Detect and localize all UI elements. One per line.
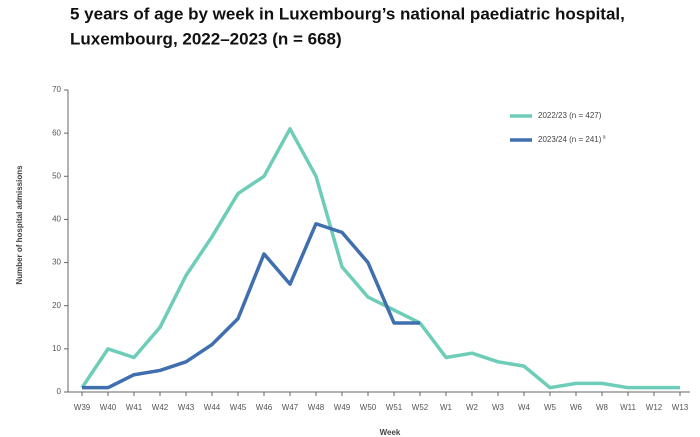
y-tick-label: 60 (52, 128, 61, 137)
y-tick-label: 70 (52, 85, 61, 94)
y-axis-label: Number of hospital admissions (15, 165, 24, 285)
legend-footnote: a (603, 134, 606, 140)
x-tick-label: W50 (360, 403, 377, 412)
x-tick-label: W8 (596, 403, 609, 412)
x-tick-label: W40 (100, 403, 117, 412)
x-tick-label: W11 (620, 403, 636, 412)
y-tick-label: 10 (52, 344, 61, 353)
x-tick-label: W49 (334, 403, 351, 412)
chart-title: 5 years of age by week in Luxembourg’s n… (70, 4, 625, 23)
x-tick-label: W3 (492, 403, 505, 412)
x-tick-label: W51 (386, 403, 403, 412)
x-tick-label: W12 (646, 403, 663, 412)
x-tick-label: W6 (570, 403, 583, 412)
x-axis-label: Week (380, 428, 401, 437)
x-tick-label: W47 (282, 403, 299, 412)
x-tick-label: W39 (74, 403, 91, 412)
x-tick-label: W4 (518, 403, 531, 412)
x-tick-label: W48 (308, 403, 325, 412)
x-tick-label: W5 (544, 403, 557, 412)
x-tick-label: W1 (440, 403, 453, 412)
y-tick-label: 30 (52, 258, 61, 267)
y-tick-label: 0 (57, 387, 62, 396)
series-line (80, 127, 680, 390)
x-tick-label: W2 (466, 403, 479, 412)
chart-title: Luxembourg, 2022–2023 (n = 668) (70, 29, 342, 48)
y-tick-label: 20 (52, 301, 61, 310)
series-line (82, 221, 420, 390)
legend-label: 2022/23 (n = 427) (538, 111, 602, 120)
x-tick-label: W43 (178, 403, 195, 412)
x-tick-label: W13 (672, 403, 689, 412)
x-tick-label: W46 (256, 403, 273, 412)
y-tick-label: 40 (52, 215, 61, 224)
x-tick-label: W42 (152, 403, 169, 412)
x-tick-label: W45 (230, 403, 247, 412)
x-tick-label: W52 (412, 403, 429, 412)
legend-label: 2023/24 (n = 241) (538, 135, 602, 144)
y-tick-label: 50 (52, 171, 61, 180)
x-tick-label: W44 (204, 403, 221, 412)
x-tick-label: W41 (126, 403, 143, 412)
